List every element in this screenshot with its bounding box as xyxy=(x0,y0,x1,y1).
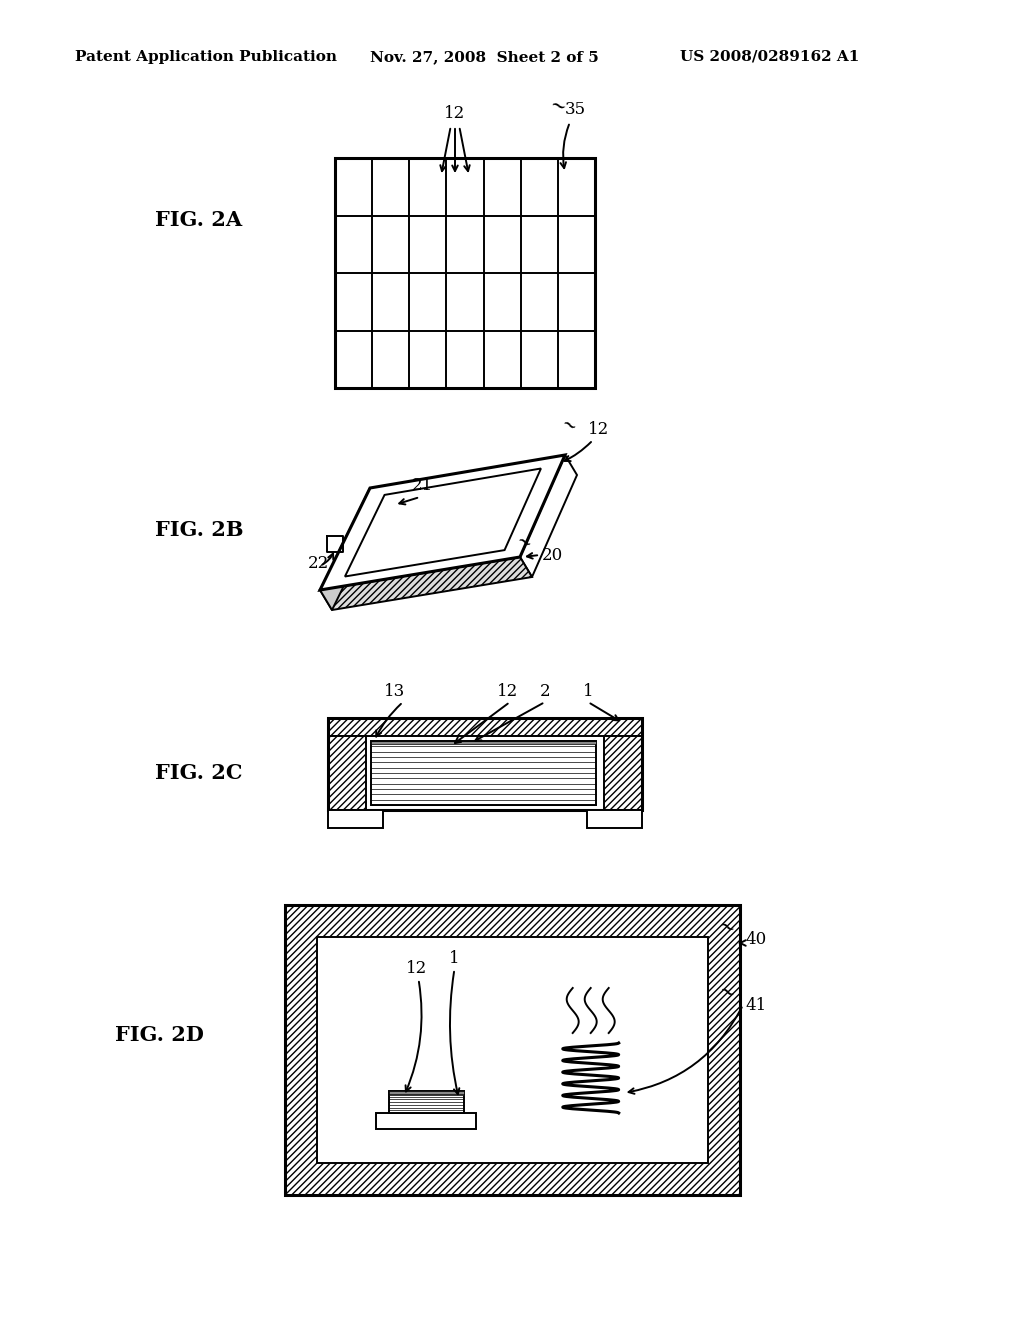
Text: 12: 12 xyxy=(444,106,466,121)
Bar xyxy=(328,718,642,737)
Polygon shape xyxy=(520,455,577,577)
Bar xyxy=(328,718,642,810)
Text: 35: 35 xyxy=(565,102,586,117)
Text: 1: 1 xyxy=(583,682,593,700)
Text: 12: 12 xyxy=(588,421,609,438)
Bar xyxy=(377,1113,476,1129)
Text: 12: 12 xyxy=(406,960,427,977)
Text: 2: 2 xyxy=(540,682,550,700)
Text: FIG. 2D: FIG. 2D xyxy=(115,1026,204,1045)
Text: 41: 41 xyxy=(745,997,766,1014)
Bar xyxy=(328,737,366,810)
Text: 12: 12 xyxy=(498,682,518,700)
Polygon shape xyxy=(319,488,382,610)
Bar xyxy=(335,158,595,388)
Bar xyxy=(317,937,708,1163)
Text: ~: ~ xyxy=(557,414,579,437)
Text: ~: ~ xyxy=(715,981,738,1005)
Text: 13: 13 xyxy=(384,682,406,700)
Bar xyxy=(389,1092,464,1096)
Text: FIG. 2A: FIG. 2A xyxy=(155,210,242,230)
Text: 20: 20 xyxy=(542,546,563,564)
Text: FIG. 2B: FIG. 2B xyxy=(155,520,244,540)
Bar xyxy=(604,737,642,810)
Bar xyxy=(371,741,596,744)
Text: 21: 21 xyxy=(412,477,433,494)
Bar xyxy=(328,810,383,828)
Bar xyxy=(371,741,596,805)
Text: Nov. 27, 2008  Sheet 2 of 5: Nov. 27, 2008 Sheet 2 of 5 xyxy=(370,50,599,63)
Bar xyxy=(587,810,642,828)
Text: US 2008/0289162 A1: US 2008/0289162 A1 xyxy=(680,50,859,63)
Text: FIG. 2C: FIG. 2C xyxy=(155,763,243,783)
Text: 40: 40 xyxy=(745,932,766,949)
Text: Patent Application Publication: Patent Application Publication xyxy=(75,50,337,63)
Polygon shape xyxy=(319,455,565,590)
Polygon shape xyxy=(345,469,541,577)
Text: 1: 1 xyxy=(450,950,460,968)
Text: ~: ~ xyxy=(715,916,738,940)
Text: ~: ~ xyxy=(512,531,534,554)
Bar xyxy=(389,1092,464,1113)
Text: ~: ~ xyxy=(547,95,568,117)
Polygon shape xyxy=(319,557,532,610)
Bar xyxy=(285,906,740,1195)
Text: 22: 22 xyxy=(308,554,330,572)
